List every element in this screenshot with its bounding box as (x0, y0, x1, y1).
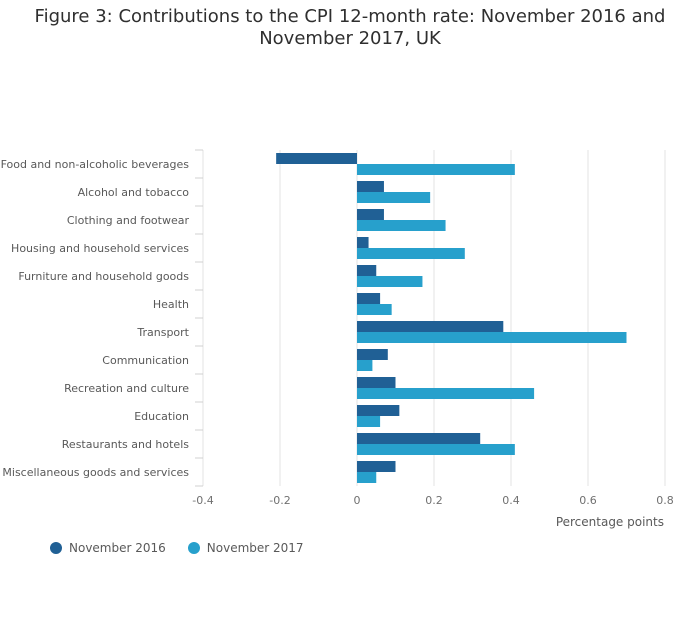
bar-november-2017[interactable] (357, 416, 381, 427)
y-axis-ticks (195, 149, 203, 487)
legend: November 2016 November 2017 (50, 541, 304, 555)
legend-marker-icon (187, 542, 200, 554)
category-label: Transport (136, 326, 189, 339)
category-label: Education (134, 410, 189, 423)
bar-november-2016[interactable] (357, 433, 481, 444)
bar-november-2017[interactable] (357, 304, 392, 315)
bar-november-2017[interactable] (357, 276, 423, 287)
bar-november-2017[interactable] (357, 332, 627, 343)
bar-november-2016[interactable] (357, 293, 381, 304)
x-tick-label: 0.4 (502, 494, 520, 507)
category-label: Furniture and household goods (18, 270, 189, 283)
category-labels: Food and non-alcoholic beverages Alcohol … (1, 158, 190, 479)
bar-november-2016[interactable] (357, 237, 369, 248)
bar-november-2017[interactable] (357, 248, 465, 259)
bar-november-2017[interactable] (357, 472, 377, 483)
bar-november-2016[interactable] (357, 181, 384, 192)
x-axis-title: Percentage points (556, 515, 664, 529)
bar-november-2016[interactable] (357, 349, 388, 360)
category-label: Communication (102, 354, 189, 367)
category-label: Housing and household services (11, 242, 189, 255)
bars (276, 153, 627, 483)
chart-title: Figure 3: Contributions to the CPI 12-mo… (34, 6, 666, 49)
bar-november-2016[interactable] (357, 265, 377, 276)
x-tick-label: 0.2 (425, 494, 443, 507)
category-label: Health (153, 298, 189, 311)
x-axis-ticks: -0.4 -0.2 0 0.2 0.4 0.6 0.8 (192, 494, 673, 507)
x-tick-label: 0.8 (656, 494, 674, 507)
bar-november-2017[interactable] (357, 220, 446, 231)
category-label: Restaurants and hotels (62, 438, 189, 451)
bar-november-2017[interactable] (357, 444, 515, 455)
x-tick-label: -0.2 (269, 494, 290, 507)
legend-label: November 2016 (69, 541, 166, 555)
bar-november-2017[interactable] (357, 192, 431, 203)
bar-november-2016[interactable] (357, 377, 396, 388)
x-tick-label: 0.6 (579, 494, 597, 507)
bar-november-2016[interactable] (357, 405, 400, 416)
category-label: Food and non-alcoholic beverages (1, 158, 190, 171)
legend-marker-icon (50, 542, 62, 554)
x-tick-label: -0.4 (192, 494, 213, 507)
bar-november-2016[interactable] (357, 461, 396, 472)
legend-label: November 2017 (206, 541, 304, 555)
bar-november-2016[interactable] (276, 153, 357, 164)
category-label: Clothing and footwear (67, 214, 190, 227)
legend-item-november-2017[interactable]: November 2017 (187, 541, 304, 555)
bar-november-2016[interactable] (357, 209, 384, 220)
bar-november-2016[interactable] (357, 321, 504, 332)
bar-november-2017[interactable] (357, 360, 373, 371)
x-tick-label: 0 (354, 494, 361, 507)
category-label: Recreation and culture (64, 382, 189, 395)
bar-november-2017[interactable] (357, 388, 535, 399)
legend-item-november-2016[interactable]: November 2016 (50, 541, 166, 555)
category-label: Alcohol and tobacco (78, 186, 190, 199)
category-label: Miscellaneous goods and services (2, 466, 189, 479)
bar-november-2017[interactable] (357, 164, 515, 175)
